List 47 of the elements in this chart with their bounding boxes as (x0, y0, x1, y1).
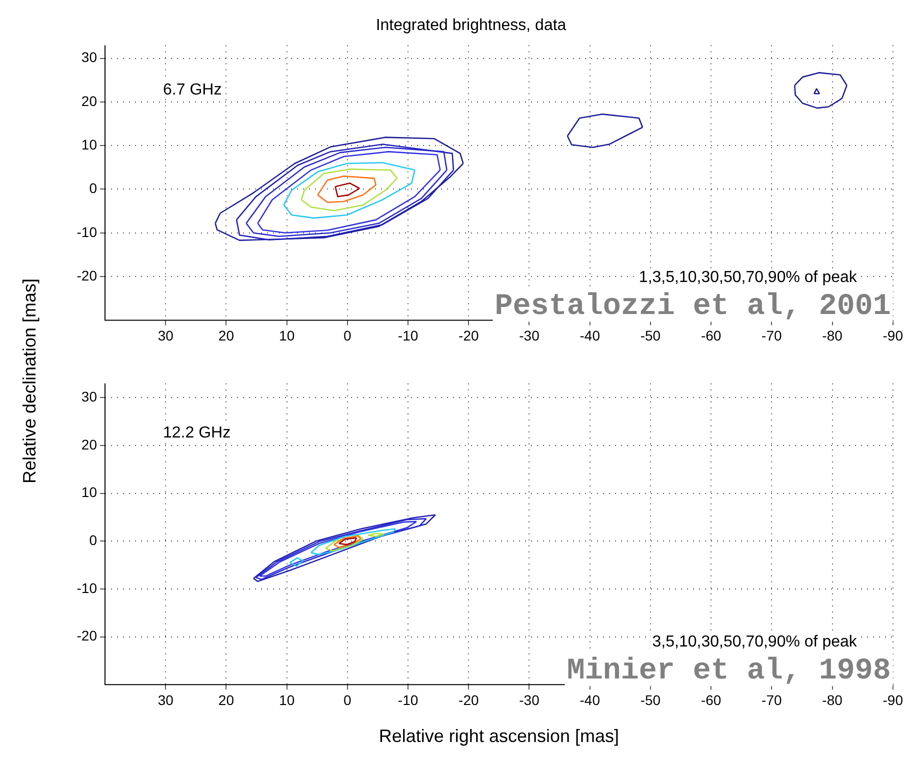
y-tick-label: -20 (76, 267, 98, 284)
y-tick-label: 10 (81, 136, 98, 152)
x-tick-label: 20 (218, 327, 234, 344)
x-tick-label: -70 (762, 327, 782, 344)
y-axis-title: Relative declination [mas] (20, 278, 40, 484)
x-tick-label: -30 (519, 327, 540, 344)
x-tick-label: -40 (580, 327, 600, 344)
annotation: Minier et al, 1998 (566, 654, 891, 689)
annotation: 1,3,5,10,30,50,70,90% of peak (638, 269, 858, 286)
x-tick-label: 0 (344, 692, 352, 708)
x-tick-label: 0 (344, 327, 352, 344)
y-tick-label: 20 (81, 436, 98, 452)
y-tick-label: 30 (81, 49, 98, 66)
chart-title: Integrated brightness, data (376, 17, 566, 34)
x-tick-label: 10 (279, 692, 295, 708)
x-tick-label: -20 (458, 327, 479, 344)
x-tick-label: 30 (158, 327, 174, 344)
annotation: 12.2 GHz (163, 424, 231, 442)
x-tick-label: -50 (640, 692, 661, 708)
x-tick-label: -10 (398, 692, 418, 708)
annotation: 6.7 GHz (163, 82, 222, 99)
y-tick-label: 10 (81, 484, 98, 500)
x-tick-label: -70 (762, 692, 782, 708)
y-tick-label: 20 (81, 92, 98, 109)
x-tick-label: -90 (882, 327, 904, 344)
annotation: 3,5,10,30,50,70,90% of peak (652, 634, 858, 651)
x-tick-label: -60 (700, 692, 722, 708)
y-tick-label: 0 (89, 180, 98, 196)
y-tick-label: -20 (76, 628, 98, 644)
x-tick-label: -80 (822, 692, 843, 708)
x-tick-label: -20 (458, 692, 479, 708)
x-tick-label: -50 (640, 327, 661, 344)
y-tick-label: 30 (81, 388, 98, 405)
y-tick-label: 0 (89, 532, 98, 548)
x-tick-label: -90 (882, 692, 904, 708)
x-tick-label: -30 (519, 692, 540, 708)
y-tick-label: -10 (76, 224, 98, 240)
x-tick-label: 20 (218, 692, 234, 708)
x-tick-label: -80 (822, 327, 843, 344)
annotation: Pestalozzi et al, 2001 (494, 290, 891, 324)
x-tick-label: -40 (580, 692, 600, 708)
x-tick-label: -60 (700, 327, 722, 344)
y-tick-label: -10 (76, 580, 98, 596)
x-tick-label: 10 (279, 327, 295, 344)
x-axis-title: Relative right ascension [mas] (378, 726, 619, 746)
x-tick-label: -10 (398, 327, 418, 344)
x-tick-label: 30 (158, 692, 174, 708)
